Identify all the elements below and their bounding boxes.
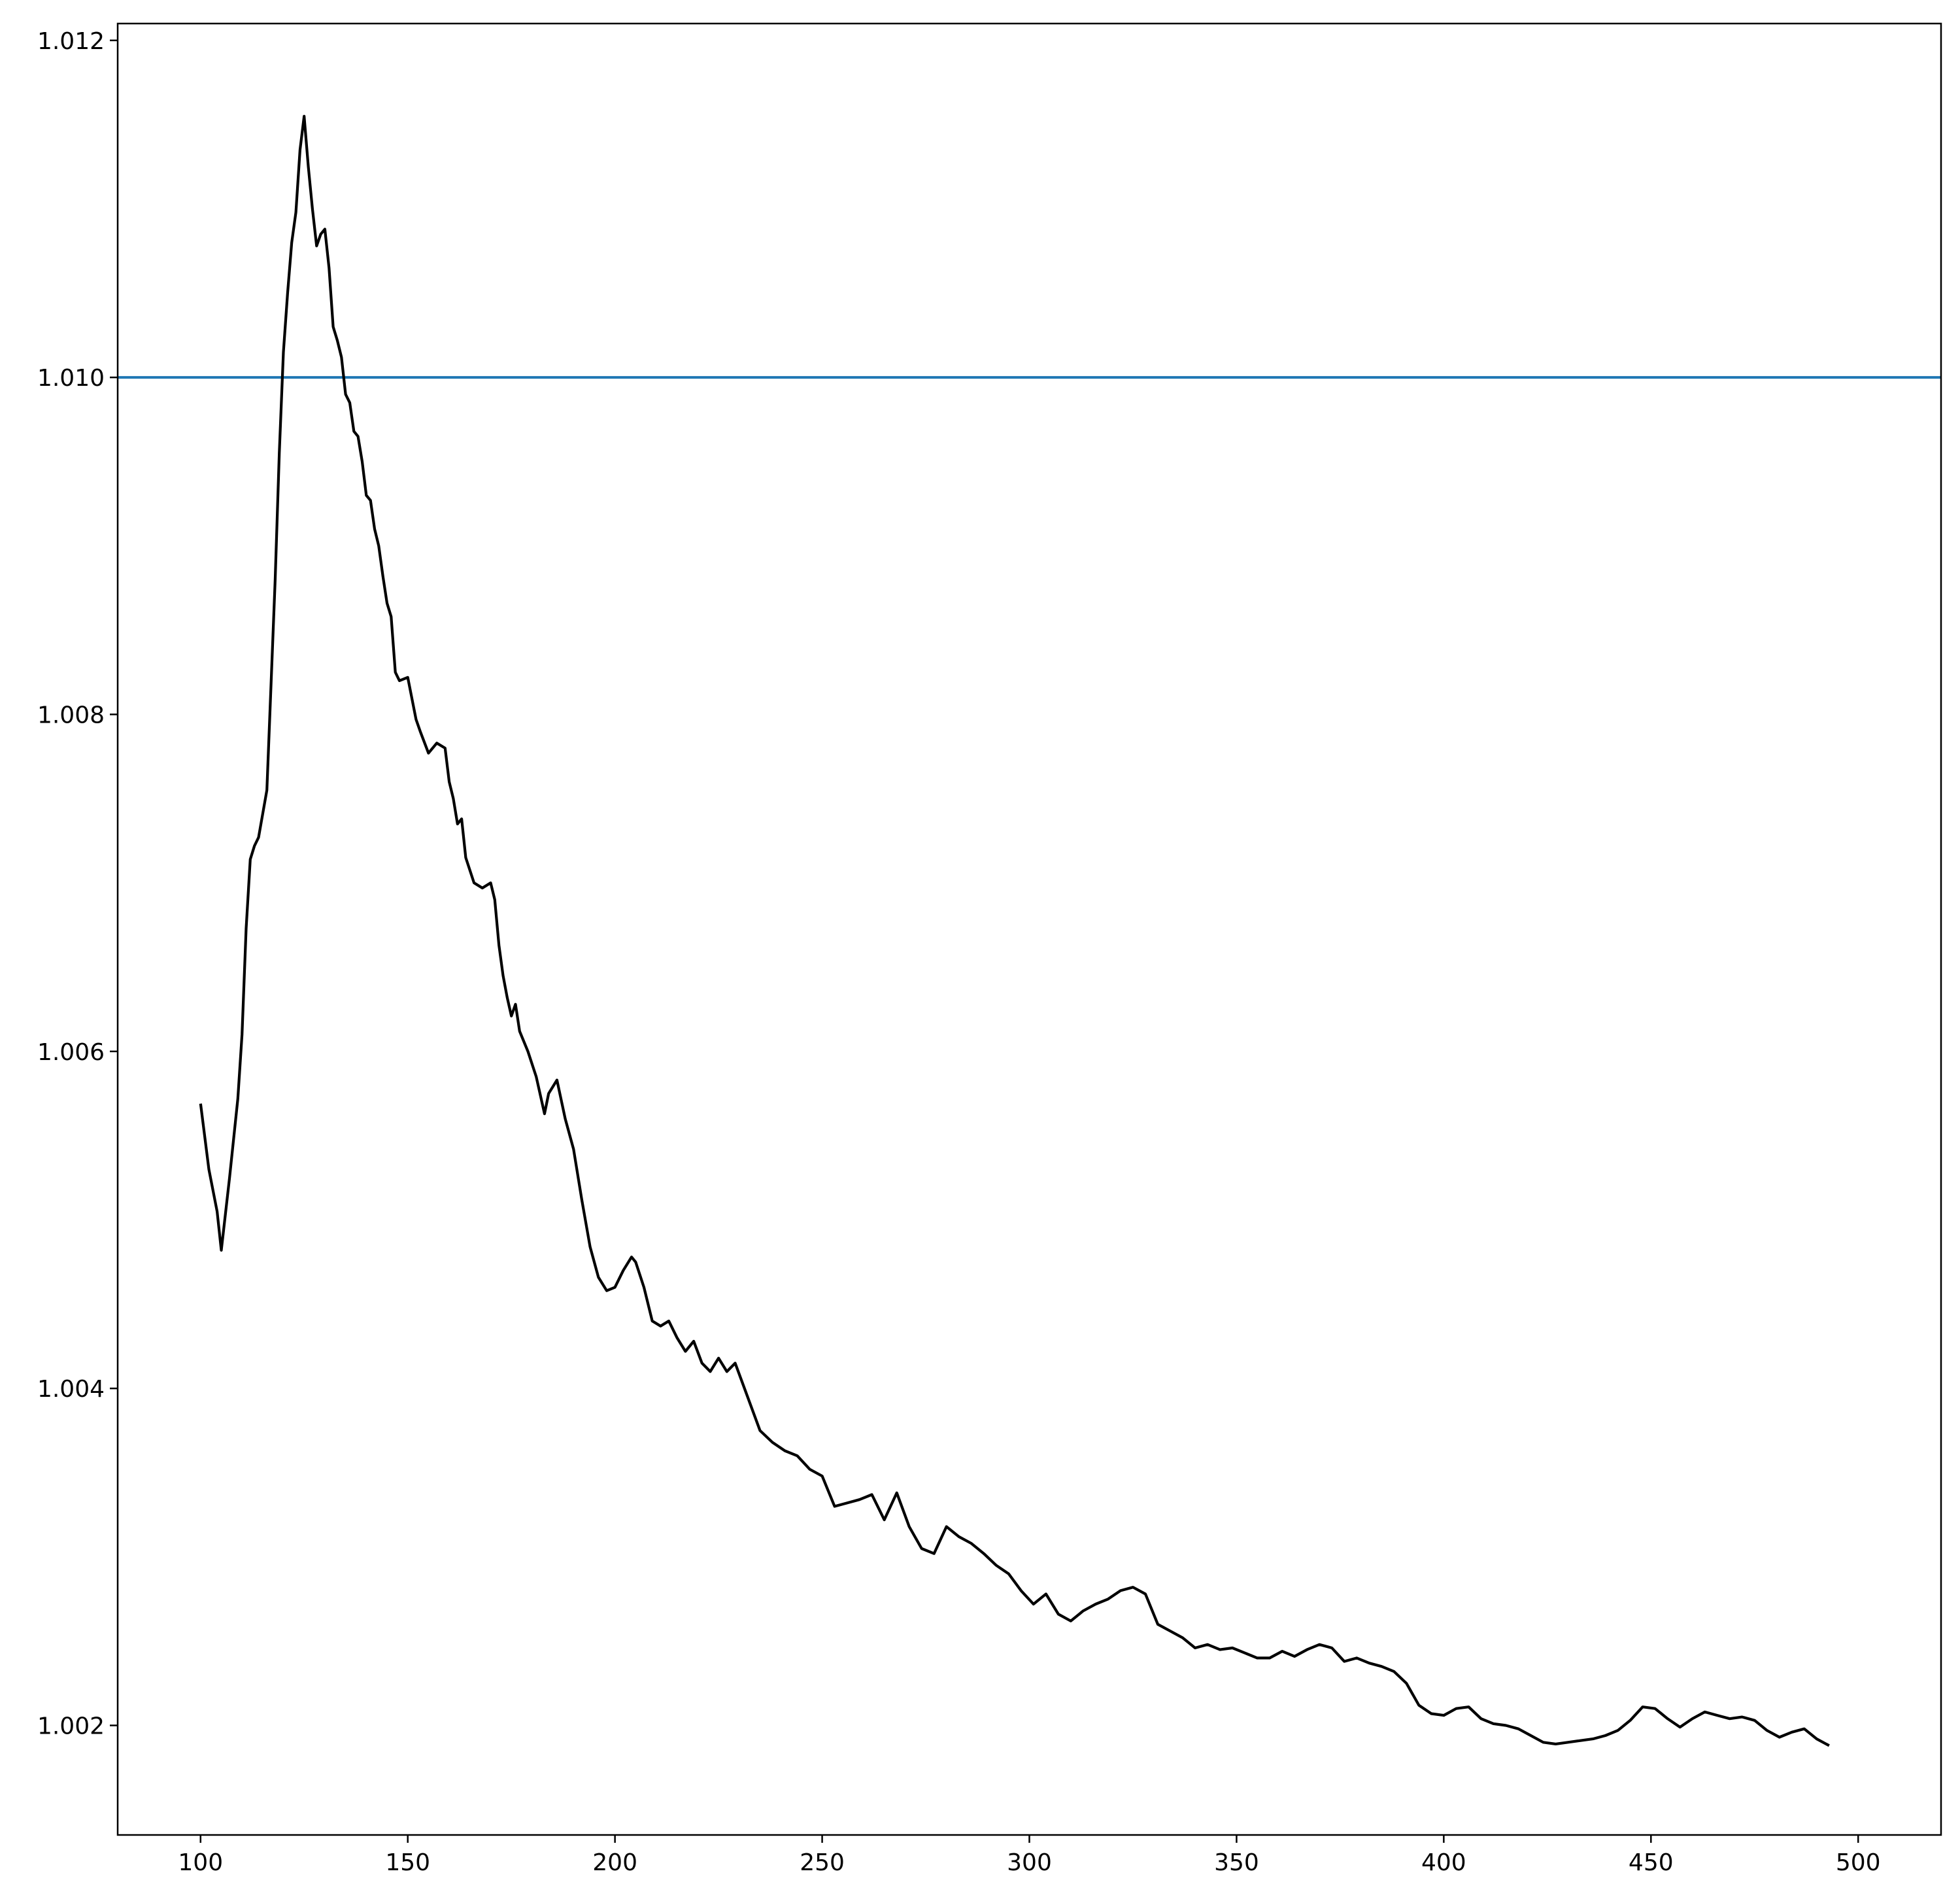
x-tick-label: 500 (1836, 1849, 1881, 1876)
axes: 100 150 200 250 300 350 400 450 500 1.002 1.004 1.0… (37, 22, 1942, 1876)
x-tick-label: 100 (178, 1849, 223, 1876)
x-tick-label: 350 (1214, 1849, 1259, 1876)
x-tick-label: 200 (592, 1849, 637, 1876)
x-tick-label: 150 (385, 1849, 430, 1876)
x-tick-label: 450 (1629, 1849, 1674, 1876)
x-tick-label: 250 (800, 1849, 845, 1876)
plot-area (118, 114, 1941, 1747)
series-line (199, 114, 1830, 1747)
y-tick-label: 1.008 (37, 702, 105, 728)
y-tick-label: 1.012 (37, 28, 105, 55)
y-tick-label: 1.002 (37, 1713, 105, 1740)
y-tick-label: 1.006 (37, 1039, 105, 1066)
x-tick-label: 400 (1421, 1849, 1466, 1876)
y-tick-label: 1.004 (37, 1376, 105, 1403)
y-tick-label: 1.010 (37, 365, 105, 392)
x-tick-label: 300 (1007, 1849, 1052, 1876)
